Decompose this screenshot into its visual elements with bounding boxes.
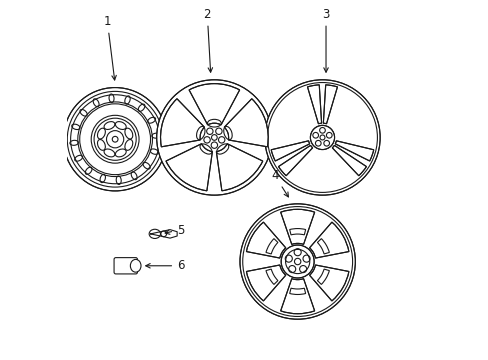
Wedge shape [323,85,337,124]
Wedge shape [278,145,312,176]
Text: 5: 5 [177,224,184,237]
Text: 3: 3 [322,8,329,72]
Ellipse shape [130,260,141,272]
Wedge shape [309,222,348,258]
Wedge shape [280,209,314,244]
Wedge shape [307,85,321,124]
Ellipse shape [310,125,334,149]
Text: 2: 2 [203,8,212,72]
Wedge shape [160,99,204,147]
Wedge shape [189,84,239,125]
Wedge shape [335,141,373,161]
Wedge shape [280,279,314,314]
FancyBboxPatch shape [114,258,137,274]
Wedge shape [246,222,285,258]
Wedge shape [216,144,262,191]
Ellipse shape [264,80,379,195]
Wedge shape [165,144,212,191]
Wedge shape [246,265,285,301]
Text: 1: 1 [103,15,116,80]
Wedge shape [271,141,309,161]
Ellipse shape [63,87,166,191]
Wedge shape [309,265,348,301]
Ellipse shape [156,80,271,195]
Text: 6: 6 [177,259,184,272]
Wedge shape [332,145,366,176]
Ellipse shape [240,204,355,319]
Ellipse shape [281,245,313,278]
Wedge shape [224,99,267,147]
Text: 4: 4 [270,169,288,197]
